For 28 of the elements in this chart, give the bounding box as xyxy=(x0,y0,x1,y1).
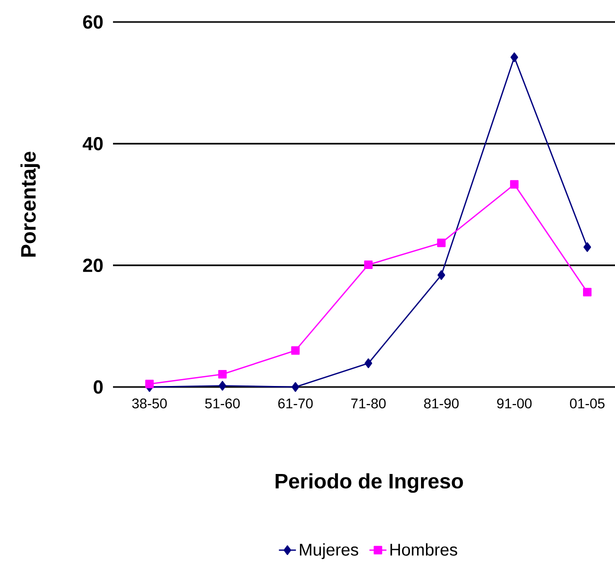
point xyxy=(145,380,154,388)
x-tick-label: 38-50 xyxy=(132,398,167,408)
legend-label: Mujeres xyxy=(300,543,358,560)
point xyxy=(364,358,372,368)
point xyxy=(292,382,300,392)
y-axis-title: Porcentaje xyxy=(20,152,40,257)
point xyxy=(510,52,518,62)
point xyxy=(583,242,592,252)
x-tick-label: 91-00 xyxy=(497,398,532,408)
x-tick-label: 81-90 xyxy=(424,398,459,408)
y-tick-label: 20 xyxy=(83,258,103,272)
y-tick-label: 60 xyxy=(83,15,103,29)
point xyxy=(218,370,227,378)
x-tick-label: 61-70 xyxy=(278,398,313,408)
point xyxy=(437,238,446,248)
point xyxy=(364,260,373,269)
point xyxy=(438,270,446,280)
point xyxy=(218,380,226,391)
x-tick-label: 01-05 xyxy=(570,398,605,408)
y-tick-label: 0 xyxy=(94,380,103,394)
point xyxy=(291,346,300,355)
point xyxy=(510,180,519,189)
x-tick-label: 71-80 xyxy=(351,398,386,408)
x-axis-title: Periodo de Ingreso xyxy=(276,473,463,493)
point xyxy=(583,288,592,296)
legend-label: Hombres xyxy=(390,543,458,556)
x-tick-label: 51-60 xyxy=(205,398,240,408)
y-tick-label: 40 xyxy=(82,136,103,150)
